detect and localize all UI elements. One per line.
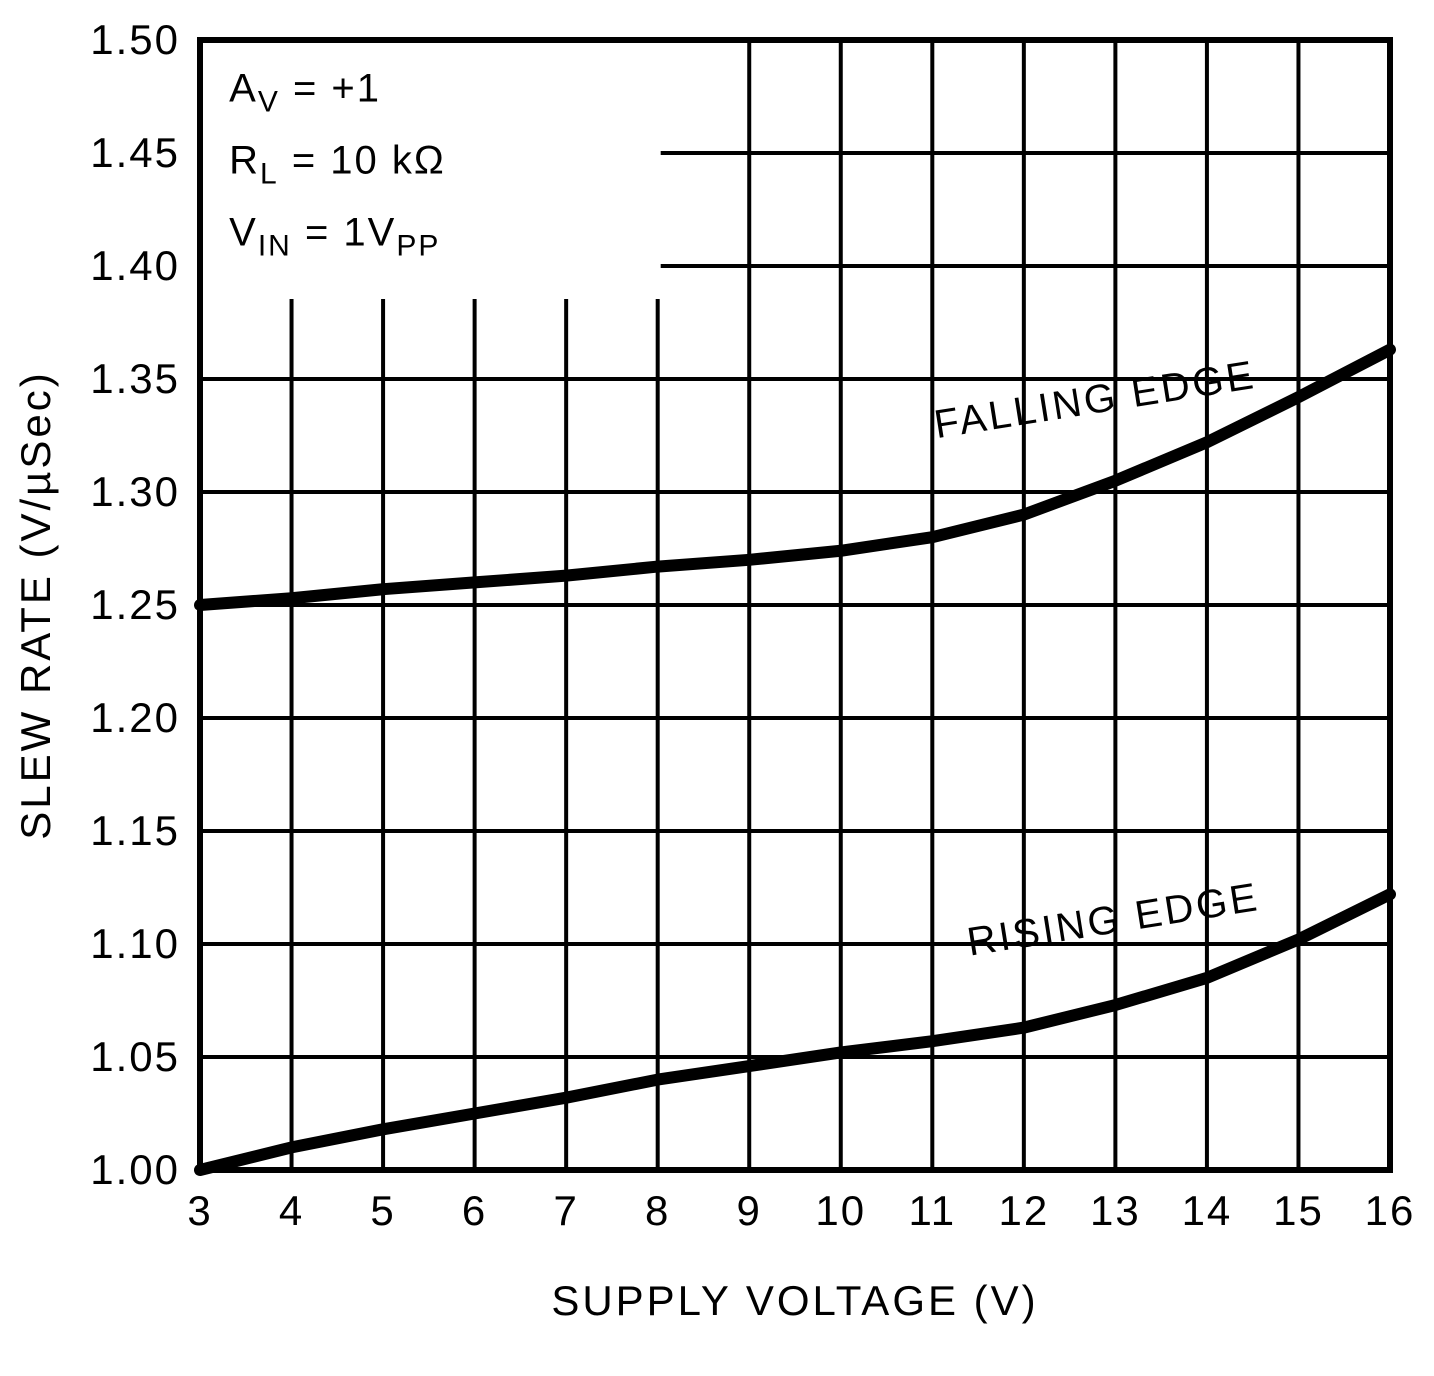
y-tick-label: 1.50: [90, 16, 180, 63]
x-tick-label: 3: [187, 1187, 212, 1234]
y-tick-label: 1.40: [90, 242, 180, 289]
x-tick-label: 15: [1273, 1187, 1324, 1234]
y-axis-label: SLEW RATE (V/µSec): [12, 370, 59, 840]
y-tick-label: 1.20: [90, 694, 180, 741]
slew-rate-chart: FALLING EDGERISING EDGE34567891011121314…: [0, 0, 1434, 1376]
x-tick-label: 8: [645, 1187, 670, 1234]
x-tick-label: 10: [815, 1187, 866, 1234]
x-tick-label: 12: [998, 1187, 1049, 1234]
y-tick-label: 1.05: [90, 1033, 180, 1080]
y-tick-label: 1.35: [90, 355, 180, 402]
x-tick-label: 11: [909, 1187, 957, 1234]
x-tick-label: 6: [462, 1187, 487, 1234]
y-tick-label: 1.10: [90, 920, 180, 967]
x-tick-label: 7: [553, 1187, 578, 1234]
x-tick-label: 13: [1090, 1187, 1141, 1234]
x-tick-label: 4: [279, 1187, 304, 1234]
y-tick-label: 1.15: [90, 807, 180, 854]
chart-svg: FALLING EDGERISING EDGE34567891011121314…: [0, 0, 1434, 1376]
y-tick-label: 1.00: [90, 1146, 180, 1193]
x-tick-label: 14: [1182, 1187, 1233, 1234]
x-tick-label: 9: [737, 1187, 762, 1234]
x-tick-label: 5: [370, 1187, 395, 1234]
x-tick-label: 16: [1365, 1187, 1416, 1234]
y-tick-label: 1.45: [90, 129, 180, 176]
y-tick-label: 1.30: [90, 468, 180, 515]
x-axis-label: SUPPLY VOLTAGE (V): [551, 1277, 1038, 1324]
y-tick-label: 1.25: [90, 581, 180, 628]
